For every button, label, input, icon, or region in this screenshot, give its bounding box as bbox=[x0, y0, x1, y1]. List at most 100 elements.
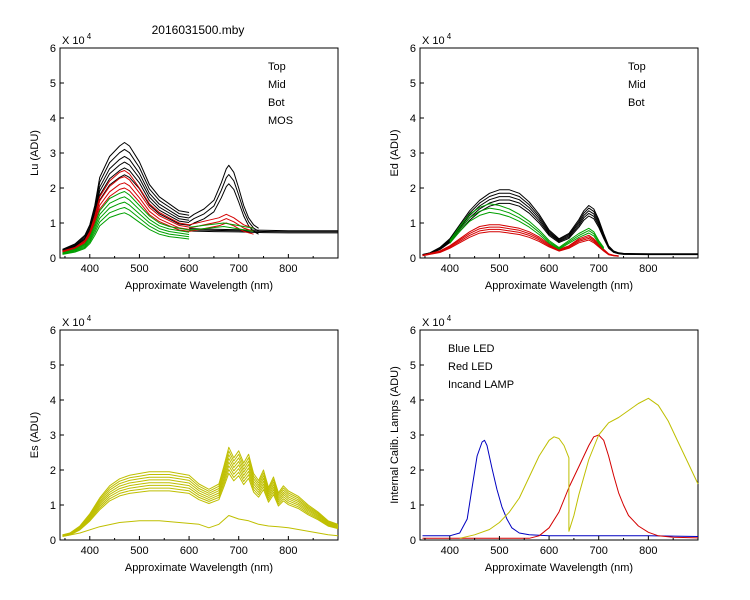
series-line-blue-led bbox=[422, 439, 699, 537]
series-group bbox=[62, 142, 338, 255]
x-tick-label: 700 bbox=[230, 545, 248, 557]
x-tick-label: 800 bbox=[279, 545, 297, 557]
x-tick-label: 800 bbox=[279, 263, 297, 275]
x-tick-label: 600 bbox=[540, 545, 558, 557]
y-tick-label: 4 bbox=[50, 395, 56, 407]
y-tick-label: 4 bbox=[410, 113, 416, 125]
x-tick-label: 600 bbox=[540, 263, 558, 275]
y-tick-label: 2 bbox=[410, 465, 416, 477]
y-exponent-prefix: X 10 bbox=[422, 35, 445, 47]
y-exponent-power: 4 bbox=[447, 314, 452, 323]
series-line-bot bbox=[62, 212, 190, 255]
y-tick-label: 2 bbox=[410, 183, 416, 195]
x-axis-label: Approximate Wavelength (nm) bbox=[125, 280, 273, 292]
series-line-mid bbox=[422, 228, 619, 257]
x-tick-label: 500 bbox=[490, 263, 508, 275]
series-line-mid bbox=[422, 226, 619, 257]
series-line-top bbox=[62, 142, 190, 250]
series-line-top bbox=[189, 229, 338, 233]
legend-entry: Incand LAMP bbox=[448, 379, 514, 391]
y-tick-label: 6 bbox=[410, 43, 416, 55]
y-tick-label: 2 bbox=[50, 465, 56, 477]
legend-entry: Top bbox=[628, 61, 646, 73]
series-line-es bbox=[62, 515, 339, 537]
series-line-bot bbox=[62, 201, 190, 255]
y-tick-label: 0 bbox=[50, 535, 56, 547]
x-axis-label: Approximate Wavelength (nm) bbox=[485, 280, 633, 292]
x-tick-label: 400 bbox=[81, 263, 99, 275]
series-line-top bbox=[188, 183, 259, 235]
y-tick-label: 1 bbox=[50, 500, 56, 512]
series-line-top bbox=[62, 155, 190, 251]
series-line-bot bbox=[62, 196, 190, 254]
x-tick-label: 600 bbox=[180, 263, 198, 275]
y-tick-label: 1 bbox=[410, 218, 416, 230]
series-line-bot bbox=[62, 191, 190, 254]
series-line-es bbox=[62, 454, 339, 536]
y-tick-label: 3 bbox=[410, 148, 416, 160]
series-line-mid bbox=[422, 231, 619, 257]
series-line-es bbox=[62, 469, 339, 537]
series-line-mid bbox=[62, 170, 190, 252]
y-tick-label: 3 bbox=[410, 430, 416, 442]
y-tick-label: 6 bbox=[50, 325, 56, 337]
x-tick-label: 400 bbox=[441, 263, 459, 275]
x-tick-label: 800 bbox=[639, 263, 657, 275]
y-axis-label: Ed (ADU) bbox=[389, 129, 401, 176]
y-exponent-power: 4 bbox=[447, 32, 452, 41]
y-tick-label: 0 bbox=[410, 535, 416, 547]
series-line-mid bbox=[62, 176, 190, 252]
y-exponent-power: 4 bbox=[87, 314, 92, 323]
x-tick-label: 400 bbox=[441, 545, 459, 557]
series-line-bot bbox=[449, 211, 605, 250]
series-line-top bbox=[188, 164, 259, 229]
x-tick-label: 500 bbox=[490, 545, 508, 557]
y-exponent-prefix: X 10 bbox=[422, 317, 445, 329]
x-axis-label: Approximate Wavelength (nm) bbox=[485, 562, 633, 574]
legend-entry: Bot bbox=[268, 97, 285, 109]
series-line-bot bbox=[189, 222, 254, 229]
figure-title: 2016031500.mby bbox=[152, 23, 245, 37]
legend-entry: Top bbox=[268, 61, 286, 73]
y-tick-label: 2 bbox=[50, 183, 56, 195]
legend-entry: Mid bbox=[628, 79, 646, 91]
y-tick-label: 5 bbox=[50, 360, 56, 372]
series-line-es bbox=[62, 461, 339, 537]
y-tick-label: 0 bbox=[50, 253, 56, 265]
series-line-es bbox=[62, 446, 339, 536]
legend-entry: Red LED bbox=[448, 361, 493, 373]
series-line-mid bbox=[188, 213, 254, 229]
y-axis-label: Es (ADU) bbox=[29, 412, 41, 458]
series-line-top bbox=[189, 230, 338, 234]
series-line-bot bbox=[62, 207, 190, 255]
series-line-es bbox=[62, 465, 339, 537]
series-line-bot bbox=[449, 207, 605, 249]
y-tick-label: 5 bbox=[410, 360, 416, 372]
y-axis-label: Internal Calib. Lamps (ADU) bbox=[389, 366, 401, 504]
y-tick-label: 4 bbox=[410, 395, 416, 407]
series-group bbox=[422, 397, 699, 539]
x-tick-label: 500 bbox=[130, 545, 148, 557]
series-line-top bbox=[62, 148, 190, 251]
y-exponent-prefix: X 10 bbox=[62, 35, 85, 47]
x-tick-label: 700 bbox=[230, 263, 248, 275]
legend-entry: Blue LED bbox=[448, 343, 495, 355]
y-tick-label: 1 bbox=[50, 218, 56, 230]
x-tick-label: 400 bbox=[81, 545, 99, 557]
y-tick-label: 6 bbox=[50, 43, 56, 55]
y-tick-label: 1 bbox=[410, 500, 416, 512]
y-exponent-power: 4 bbox=[87, 32, 92, 41]
x-tick-label: 500 bbox=[130, 263, 148, 275]
x-tick-label: 700 bbox=[590, 545, 608, 557]
x-tick-label: 800 bbox=[639, 545, 657, 557]
series-line-top bbox=[62, 161, 190, 252]
y-exponent-prefix: X 10 bbox=[62, 317, 85, 329]
series-line-incand-lamp bbox=[459, 397, 699, 539]
legend-entry: MOS bbox=[268, 115, 293, 127]
series-line-es bbox=[62, 472, 339, 537]
series-line-top bbox=[189, 228, 338, 232]
